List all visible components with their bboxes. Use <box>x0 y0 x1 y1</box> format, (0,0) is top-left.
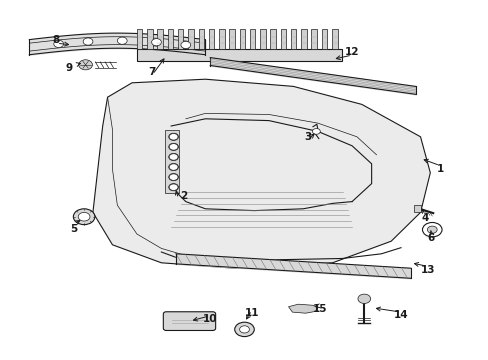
Text: 4: 4 <box>421 213 428 223</box>
Polygon shape <box>288 304 317 313</box>
Circle shape <box>168 143 178 150</box>
Text: 9: 9 <box>66 63 73 73</box>
Bar <box>413 205 420 212</box>
Bar <box>208 29 214 49</box>
Bar <box>321 29 326 49</box>
Text: 6: 6 <box>427 233 434 243</box>
Circle shape <box>427 226 436 233</box>
Bar <box>331 29 337 49</box>
Circle shape <box>117 37 127 44</box>
Bar <box>137 49 342 61</box>
Text: 14: 14 <box>393 310 407 320</box>
Bar <box>137 29 142 49</box>
Bar <box>165 130 179 193</box>
Bar <box>198 29 203 49</box>
Circle shape <box>181 41 190 49</box>
Circle shape <box>169 174 178 180</box>
Circle shape <box>169 164 178 170</box>
Circle shape <box>357 294 370 303</box>
Bar <box>249 29 255 49</box>
Text: 5: 5 <box>70 224 77 234</box>
Text: 11: 11 <box>244 308 259 318</box>
Bar <box>229 29 234 49</box>
Bar <box>260 29 265 49</box>
Bar <box>290 29 296 49</box>
Circle shape <box>234 322 254 337</box>
Bar <box>239 29 244 49</box>
Bar <box>167 29 173 49</box>
Circle shape <box>422 222 441 237</box>
Circle shape <box>239 326 249 333</box>
Circle shape <box>168 163 178 171</box>
Bar <box>147 29 152 49</box>
Circle shape <box>79 60 92 70</box>
Bar <box>270 29 275 49</box>
Circle shape <box>73 209 95 225</box>
Polygon shape <box>93 79 429 268</box>
Text: 7: 7 <box>147 67 155 77</box>
Bar <box>157 29 163 49</box>
Text: 3: 3 <box>304 132 311 142</box>
Bar <box>178 29 183 49</box>
Text: 12: 12 <box>344 47 359 57</box>
Circle shape <box>169 144 178 150</box>
Text: 1: 1 <box>436 164 443 174</box>
Circle shape <box>168 174 178 181</box>
Bar <box>301 29 306 49</box>
Bar <box>280 29 285 49</box>
Circle shape <box>83 38 93 45</box>
Circle shape <box>78 212 90 221</box>
Text: 13: 13 <box>420 265 434 275</box>
Text: 10: 10 <box>203 314 217 324</box>
Bar <box>219 29 224 49</box>
FancyBboxPatch shape <box>163 312 215 330</box>
Circle shape <box>169 134 178 140</box>
Text: 8: 8 <box>53 35 60 45</box>
Circle shape <box>151 39 161 46</box>
Circle shape <box>168 153 178 161</box>
Bar <box>311 29 316 49</box>
Text: 2: 2 <box>180 191 186 201</box>
Text: 15: 15 <box>312 303 327 314</box>
Circle shape <box>54 40 63 48</box>
Circle shape <box>169 154 178 160</box>
Circle shape <box>312 129 320 134</box>
Circle shape <box>169 184 178 190</box>
Circle shape <box>168 184 178 191</box>
Circle shape <box>168 133 178 140</box>
Bar <box>188 29 193 49</box>
